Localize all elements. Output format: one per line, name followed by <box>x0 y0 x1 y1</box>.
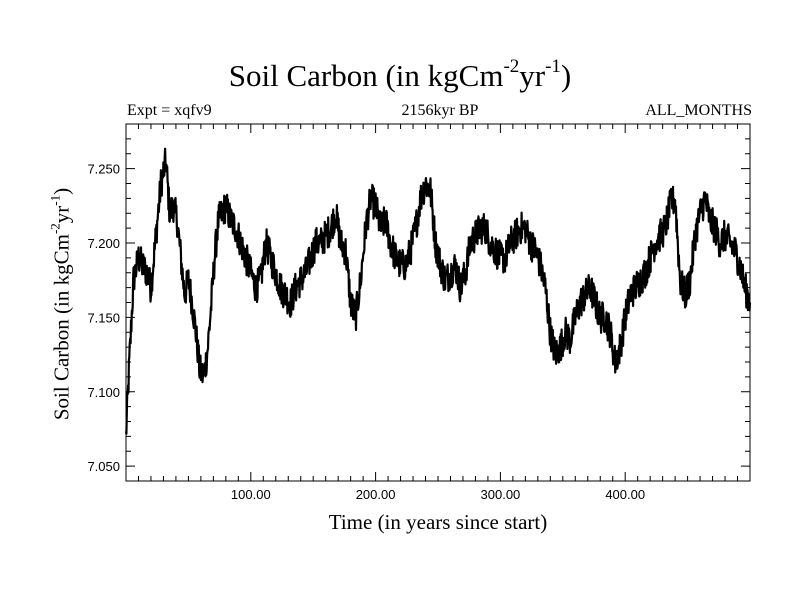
plot-frame <box>125 123 751 482</box>
x-tick-label: 400.00 <box>605 487 645 502</box>
tick-labels: 100.00 200.00 300.00 400.00 7.050 7.100 7.150 7… <box>87 162 645 502</box>
y-tick-label: 7.250 <box>87 162 120 177</box>
y-tick-label: 7.100 <box>87 385 120 400</box>
y-tick-label: 7.050 <box>87 459 120 474</box>
x-tick-label: 100.00 <box>231 487 271 502</box>
chart-title: Soil Carbon (in kgCm-2yr-1) <box>228 56 572 93</box>
period-label: 2156kyr BP <box>401 102 479 119</box>
x-tick-label: 200.00 <box>356 487 396 502</box>
y-tick-label: 7.200 <box>87 236 120 251</box>
x-tick-label: 300.00 <box>481 487 521 502</box>
x-axis-label: Time (in years since start) <box>328 510 548 534</box>
experiment-label: Expt = xqfv9 <box>127 102 212 119</box>
months-label: ALL_MONTHS <box>645 102 752 119</box>
y-tick-label: 7.150 <box>87 310 120 325</box>
ticks <box>126 123 750 481</box>
y-axis-label: Soil Carbon (in kgCm-2yr-1) <box>47 187 74 421</box>
series-line <box>124 147 752 435</box>
